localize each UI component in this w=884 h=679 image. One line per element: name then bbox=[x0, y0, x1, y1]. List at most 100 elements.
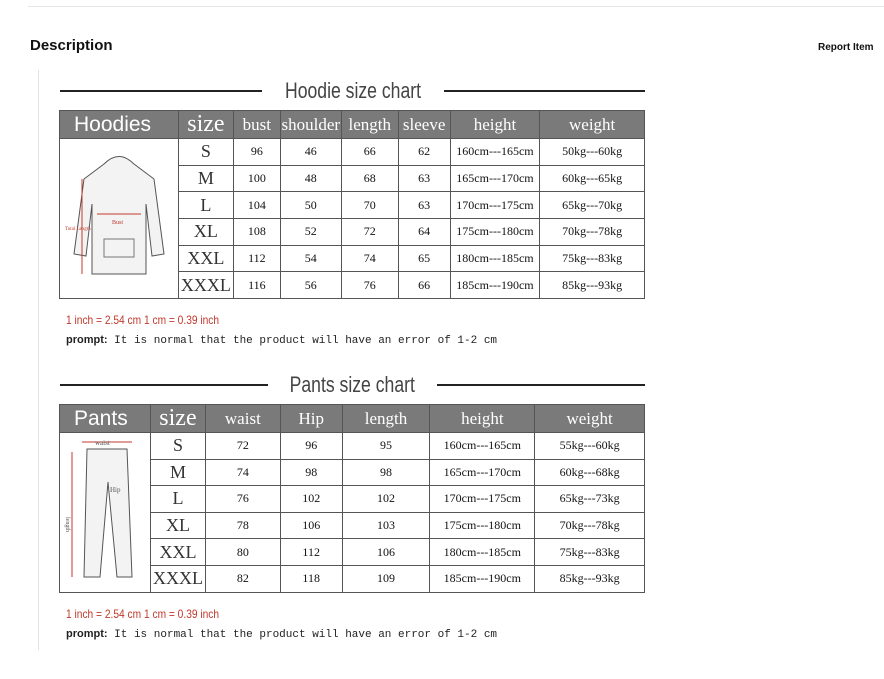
hip-label: Hip bbox=[110, 486, 121, 494]
value-cell: 52 bbox=[279, 218, 342, 246]
value-cell: 63 bbox=[397, 191, 451, 220]
value-cell: 95 bbox=[341, 432, 431, 460]
column-header-weight: weight bbox=[534, 404, 645, 433]
value-cell: 70 bbox=[340, 191, 399, 220]
value-cell: 78 bbox=[204, 511, 281, 540]
column-header-weight: weight bbox=[539, 110, 645, 139]
table-row: waist Hip length S 72 96 95 160cm---165cm 55kg… bbox=[59, 432, 645, 593]
table-row: XL 108 52 72 64 175cm---180cm 70kg---78kg bbox=[60, 218, 645, 246]
value-cell: 74 bbox=[340, 244, 399, 273]
value-cell: 118 bbox=[279, 564, 343, 593]
column-header-height: height bbox=[429, 404, 536, 433]
value-cell: 70kg---78kg bbox=[534, 511, 645, 540]
hoodie-label: Hoodies bbox=[59, 110, 179, 139]
section-title: Description bbox=[30, 37, 113, 54]
value-cell: 165cm---170cm bbox=[429, 458, 536, 487]
value-cell: 100 bbox=[232, 164, 281, 193]
table-row: L 104 50 70 63 170cm---175cm 65kg---70kg bbox=[60, 191, 645, 220]
value-cell: 106 bbox=[341, 538, 431, 566]
value-cell: 175cm---180cm bbox=[429, 511, 536, 540]
size-cell: L bbox=[149, 485, 206, 513]
value-cell: 50 bbox=[279, 191, 342, 220]
table-row: Bust Total Length S 96 46 66 62 160cm---165cm 5… bbox=[59, 137, 645, 300]
hoodie-title-text: Hoodie size chart bbox=[284, 78, 421, 103]
value-cell: 175cm---180cm bbox=[449, 218, 541, 246]
table-row: M 100 48 68 63 165cm---170cm 60kg---65kg bbox=[60, 164, 645, 193]
value-cell: 64 bbox=[397, 218, 451, 246]
top-divider bbox=[28, 6, 884, 7]
value-cell: 96 bbox=[279, 432, 343, 460]
value-cell: 102 bbox=[341, 485, 431, 513]
value-cell: 96 bbox=[232, 138, 281, 166]
value-cell: 82 bbox=[204, 564, 281, 593]
size-cell: L bbox=[177, 191, 234, 220]
value-cell: 104 bbox=[232, 191, 281, 220]
pants-label: Pants bbox=[59, 404, 151, 433]
value-cell: 62 bbox=[397, 138, 451, 166]
value-cell: 160cm---165cm bbox=[429, 432, 536, 460]
value-cell: 46 bbox=[279, 138, 342, 166]
value-cell: 65 bbox=[397, 244, 451, 273]
table-row: L 76 102 102 170cm---175cm 65kg---73kg bbox=[60, 485, 645, 513]
value-cell: 170cm---175cm bbox=[449, 191, 541, 220]
length-label: Total Length bbox=[65, 227, 91, 232]
size-cell: XXL bbox=[177, 244, 234, 273]
value-cell: 75kg---83kg bbox=[539, 244, 645, 273]
pants-diagram: waist Hip length bbox=[59, 432, 151, 593]
column-header-shoulder: shoulder bbox=[279, 110, 342, 139]
pants-prompt: prompt: It is normal that the product wi… bbox=[66, 628, 497, 641]
value-cell: 185cm---190cm bbox=[429, 564, 536, 593]
value-cell: 102 bbox=[279, 485, 343, 513]
column-header-length: length bbox=[340, 110, 399, 139]
prompt-text: It is normal that the product will have … bbox=[114, 629, 498, 641]
value-cell: 66 bbox=[397, 271, 451, 300]
value-cell: 170cm---175cm bbox=[429, 485, 536, 513]
value-cell: 50kg---60kg bbox=[539, 138, 645, 166]
value-cell: 108 bbox=[232, 218, 281, 246]
pants-title-text: Pants size chart bbox=[289, 372, 416, 397]
hoodie-size-table: Hoodies size bust shoulder length sleeve heigh… bbox=[59, 110, 645, 300]
column-header-hip: Hip bbox=[279, 404, 343, 433]
hoodie-chart-title: Hoodie size chart bbox=[60, 78, 646, 104]
value-cell: 103 bbox=[341, 511, 431, 540]
hoodie-icon: Bust Total Length bbox=[65, 155, 165, 275]
hoodie-diagram: Bust Total Length bbox=[59, 137, 179, 300]
value-cell: 180cm---185cm bbox=[449, 244, 541, 273]
size-cell: S bbox=[149, 432, 206, 460]
value-cell: 98 bbox=[279, 458, 343, 487]
waist-label: waist bbox=[95, 439, 110, 447]
hoodie-conversion: 1 inch = 2.54 cm 1 cm = 0.39 inch bbox=[66, 313, 220, 327]
column-header-height: height bbox=[449, 110, 541, 139]
prompt-label: prompt: bbox=[66, 628, 108, 640]
value-cell: 72 bbox=[340, 218, 399, 246]
column-header-waist: waist bbox=[204, 404, 281, 433]
length-label: length bbox=[64, 517, 70, 532]
value-cell: 76 bbox=[204, 485, 281, 513]
column-header-size: size bbox=[149, 404, 206, 433]
value-cell: 68 bbox=[340, 164, 399, 193]
bust-label: Bust bbox=[112, 220, 123, 226]
value-cell: 63 bbox=[397, 164, 451, 193]
value-cell: 65kg---73kg bbox=[534, 485, 645, 513]
pants-chart-title: Pants size chart bbox=[60, 372, 646, 398]
value-cell: 70kg---78kg bbox=[539, 218, 645, 246]
value-cell: 85kg---93kg bbox=[534, 564, 645, 593]
report-item-link[interactable]: Report Item bbox=[818, 42, 874, 53]
value-cell: 106 bbox=[279, 511, 343, 540]
table-row: XXXL 82 118 109 185cm---190cm 85kg---93kg bbox=[60, 564, 645, 593]
value-cell: 65kg---70kg bbox=[539, 191, 645, 220]
value-cell: 74 bbox=[204, 458, 281, 487]
size-cell: XXXL bbox=[149, 564, 206, 593]
value-cell: 112 bbox=[232, 244, 281, 273]
column-header-sleeve: sleeve bbox=[397, 110, 451, 139]
prompt-text: It is normal that the product will have … bbox=[114, 335, 498, 347]
size-cell: XL bbox=[177, 218, 234, 246]
value-cell: 48 bbox=[279, 164, 342, 193]
value-cell: 85kg---93kg bbox=[539, 271, 645, 300]
value-cell: 112 bbox=[279, 538, 343, 566]
value-cell: 76 bbox=[340, 271, 399, 300]
size-cell: S bbox=[177, 138, 234, 166]
value-cell: 60kg---65kg bbox=[539, 164, 645, 193]
content-border bbox=[38, 70, 39, 650]
size-cell: XL bbox=[149, 511, 206, 540]
